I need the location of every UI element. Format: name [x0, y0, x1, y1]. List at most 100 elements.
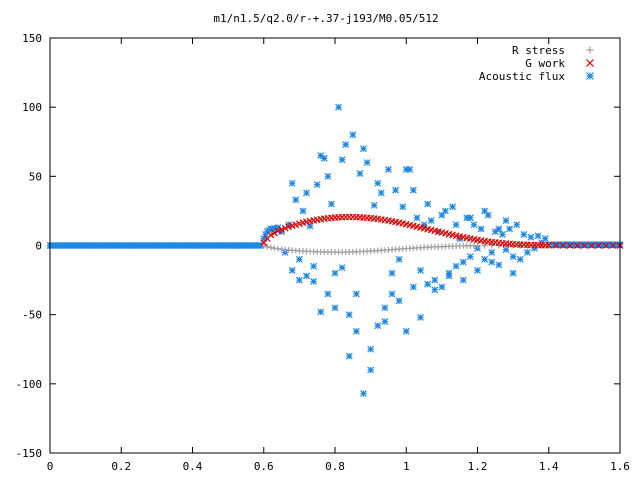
data-point	[523, 248, 531, 256]
tick-labels: 0 0.2 0.4 0.6 0.8 1 1.2 1.4 1.6 150 100 50 0 -50 -100 -…	[16, 32, 630, 473]
data-point	[513, 221, 521, 229]
data-point	[466, 214, 474, 222]
data-point	[260, 235, 268, 243]
data-point	[402, 327, 410, 335]
data-point	[303, 189, 310, 197]
data-point	[377, 189, 385, 197]
x-tick-label: 1.4	[539, 460, 559, 473]
data-point	[516, 255, 524, 263]
data-point	[271, 224, 278, 232]
data-point	[352, 290, 360, 298]
data-point	[399, 203, 407, 211]
x-tick-label: 0.6	[254, 460, 274, 473]
legend-marker	[586, 72, 594, 80]
data-point	[445, 272, 453, 280]
data-point	[527, 233, 535, 241]
data-point	[374, 179, 382, 187]
y-tick-label: 0	[35, 240, 42, 253]
legend-label: Acoustic flux	[479, 70, 565, 83]
data-point	[463, 214, 471, 222]
data-point	[431, 286, 439, 294]
data-point	[374, 322, 382, 330]
data-point	[459, 258, 467, 266]
y-tick-label: 100	[22, 101, 42, 114]
data-point	[509, 269, 517, 277]
data-point	[427, 217, 435, 225]
data-point	[609, 242, 617, 249]
y-tick-label: 50	[29, 170, 42, 183]
plot-area	[46, 103, 624, 397]
data-point	[262, 231, 269, 238]
data-point	[488, 248, 496, 256]
legend-label: R stress	[512, 44, 565, 57]
data-point	[310, 262, 318, 270]
data-point	[470, 221, 478, 229]
data-point	[349, 131, 357, 139]
data-point	[388, 290, 396, 298]
x-tick-label: 1	[403, 460, 410, 473]
data-point	[481, 255, 489, 263]
data-point	[288, 179, 296, 187]
data-point	[338, 264, 346, 272]
series-g-work	[260, 213, 624, 249]
data-point	[534, 232, 542, 240]
data-point	[420, 221, 428, 229]
y-tick-label: -100	[16, 378, 43, 391]
data-point	[459, 276, 467, 284]
data-point	[541, 235, 549, 243]
data-point	[595, 242, 603, 249]
data-point	[545, 241, 553, 249]
x-tick-label: 0.8	[325, 460, 345, 473]
data-point	[395, 255, 403, 263]
legend-marker	[586, 59, 594, 67]
data-point	[360, 390, 367, 397]
data-point	[520, 231, 528, 238]
data-point	[417, 314, 424, 321]
data-point	[342, 141, 350, 148]
data-point	[499, 231, 506, 238]
data-point	[264, 243, 271, 250]
series-r-stress	[260, 242, 552, 256]
data-point	[392, 186, 399, 194]
data-point	[481, 242, 488, 249]
data-point	[352, 327, 360, 335]
x-tick-label: 1.2	[468, 460, 488, 473]
data-point	[491, 228, 499, 236]
y-tick-label: -150	[16, 447, 43, 460]
y-tick-label: 150	[22, 32, 42, 45]
data-point	[274, 224, 282, 231]
data-point	[363, 159, 371, 166]
data-point	[417, 266, 424, 274]
data-point	[388, 269, 396, 277]
data-point	[295, 255, 303, 263]
data-point	[409, 283, 417, 291]
x-tick-label: 0.4	[183, 460, 203, 473]
data-point	[281, 224, 289, 232]
data-point	[292, 196, 300, 204]
data-point	[573, 242, 581, 249]
data-point	[381, 318, 389, 326]
data-point	[488, 242, 495, 249]
x-tick-label: 0	[47, 460, 54, 473]
data-point	[295, 276, 303, 284]
data-point	[317, 152, 325, 160]
data-point	[456, 235, 464, 243]
data-point	[413, 214, 421, 222]
data-point	[452, 221, 460, 229]
data-point	[395, 297, 403, 305]
chart-title: m1/n1.5/q2.0/r-+.37-j193/M0.05/512	[213, 12, 438, 25]
data-point	[288, 266, 296, 274]
data-point	[502, 246, 510, 254]
data-point	[477, 225, 485, 233]
data-point	[306, 222, 314, 230]
data-point	[502, 217, 510, 225]
data-point	[385, 165, 392, 173]
data-point	[381, 304, 389, 312]
data-point	[278, 226, 285, 234]
data-point	[303, 272, 310, 280]
data-point	[271, 229, 278, 237]
data-point	[331, 269, 339, 277]
data-point	[356, 170, 364, 177]
data-point	[509, 253, 517, 260]
data-point	[481, 207, 489, 215]
